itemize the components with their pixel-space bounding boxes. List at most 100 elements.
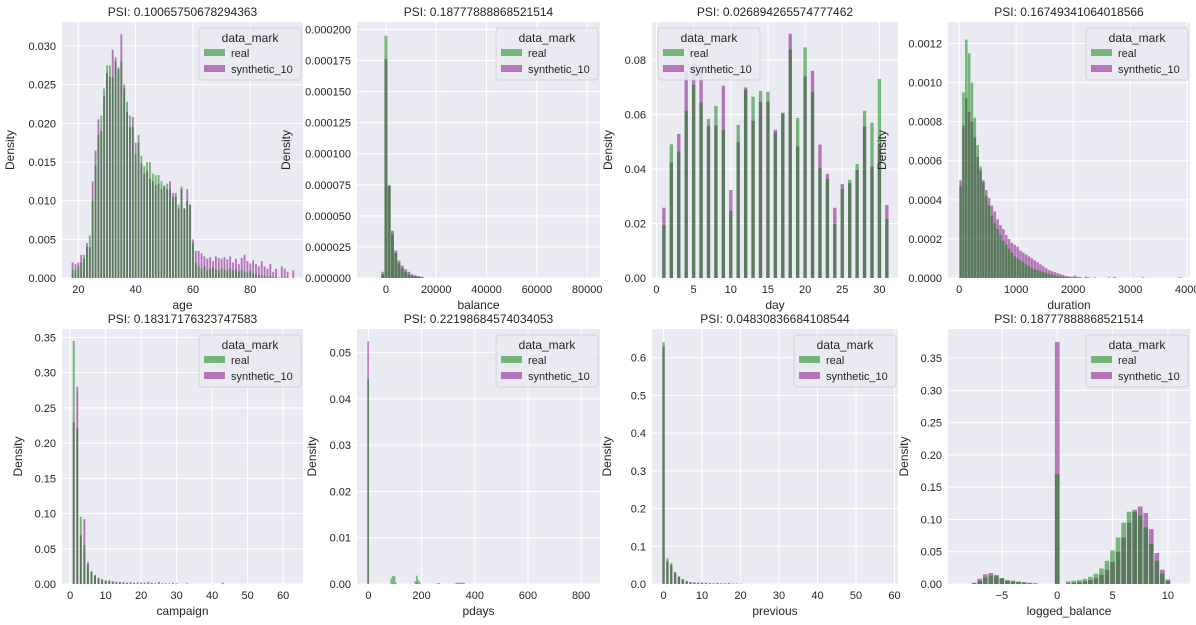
bar-real (115, 582, 118, 584)
y-tick-label: 0.6 (631, 353, 646, 365)
bar-real (1002, 240, 1005, 278)
bar-real (982, 182, 985, 278)
x-tick-label: 15 (762, 284, 774, 296)
bar-real (131, 127, 134, 278)
legend-swatch-real (501, 49, 522, 56)
bar-synthetic (168, 583, 171, 584)
bar-real (410, 275, 414, 278)
bar-real (662, 342, 665, 584)
y-tick-label: 0.025 (28, 80, 56, 92)
bar-real (700, 583, 704, 584)
legend-title: data_mark (519, 31, 577, 45)
y-axis-label: Density (600, 436, 614, 476)
bar-real (1064, 277, 1068, 278)
bar-real (1065, 581, 1071, 584)
y-tick-label: 0.00 (35, 579, 56, 591)
bar-synthetic (161, 583, 164, 584)
y-axis-label: Density (305, 436, 319, 476)
bar-synthetic (708, 582, 711, 584)
bar-real (1082, 578, 1088, 584)
x-tick-label: 2000 (1061, 284, 1085, 296)
y-tick-label: 0.10 (921, 514, 942, 526)
bar-real (999, 235, 1002, 278)
bar-real (91, 200, 94, 278)
bar-real (79, 516, 82, 584)
y-tick-label: 0.10 (35, 509, 56, 521)
bar-real (1088, 576, 1093, 584)
legend-title: data_mark (681, 31, 739, 45)
bar-real (862, 110, 867, 278)
x-axis-label: age (172, 298, 192, 312)
x-tick-label: 50 (242, 590, 254, 602)
x-tick-label: 10 (100, 590, 112, 602)
bar-real (1115, 537, 1121, 584)
legend-swatch-synthetic (204, 65, 225, 72)
x-tick-label: 0 (365, 590, 371, 602)
y-tick-label: 0.05 (330, 348, 351, 360)
bar-real (990, 215, 994, 278)
bar-synthetic (206, 258, 209, 278)
chart-title: PSI: 0.04830836684108544 (700, 312, 850, 326)
x-tick-label: 400 (466, 590, 484, 602)
bar-real (118, 582, 121, 584)
y-axis-label: Density (279, 130, 293, 170)
x-tick-label: 1000 (1004, 284, 1028, 296)
bar-real (416, 575, 418, 584)
bar-real (1033, 269, 1036, 278)
x-tick-label: 5 (691, 284, 697, 296)
x-tick-label: 200 (412, 590, 430, 602)
bar-real (1010, 580, 1016, 584)
bar-synthetic (1076, 276, 1079, 278)
bar-real (200, 268, 203, 278)
bar-real (1059, 276, 1062, 278)
bar-real (407, 274, 411, 278)
bar-real (149, 161, 151, 278)
bar-real (283, 277, 286, 278)
bar-real (397, 263, 401, 278)
bar-real (669, 144, 673, 278)
bar-real (751, 96, 755, 278)
legend-label: synthetic_10 (528, 64, 590, 76)
bar-real (1022, 262, 1025, 278)
y-tick-label: 0.00 (921, 579, 942, 591)
x-tick-label: 0 (956, 284, 962, 296)
bar-real (1013, 256, 1017, 278)
bar-real (83, 254, 85, 278)
bar-real (967, 53, 971, 278)
x-axis-label: day (765, 298, 784, 312)
legend-swatch-synthetic (1091, 372, 1112, 379)
bar-real (260, 275, 263, 278)
bar-real (269, 276, 272, 278)
legend-swatch-real (204, 356, 225, 363)
bar-real (1165, 580, 1171, 584)
y-tick-label: 0.000050 (305, 211, 351, 223)
bar-real (993, 223, 997, 278)
y-tick-label: 0.05 (35, 544, 56, 556)
bar-real (88, 235, 91, 278)
y-tick-label: 0.05 (921, 547, 942, 559)
chart-panel-previous: 0.0 0.1 0.2 0.3 0.4 0.5 0.6 0 10 20 30 40 50 60 PSI: 0… (600, 312, 901, 618)
bar-real (151, 173, 154, 278)
bar-real (390, 578, 393, 584)
bar-real (460, 583, 462, 584)
bar-synthetic (200, 253, 203, 278)
x-axis-label: duration (1047, 298, 1090, 312)
chart-panel-campaign: 0.00 0.05 0.10 0.15 0.20 0.25 0.30 0.35 0 10 20 30 4… (11, 312, 303, 618)
bar-real (126, 101, 128, 279)
bar-real (848, 179, 852, 278)
bar-real (169, 189, 171, 278)
bar-real (97, 577, 100, 584)
bar-real (381, 271, 385, 278)
bar-real (855, 163, 859, 278)
bar-real (275, 277, 277, 278)
bar-real (1121, 522, 1126, 584)
bar-real (1032, 583, 1038, 584)
y-tick-label: 0.000200 (305, 24, 351, 36)
chart-panel-balance: 0.000000 0.000025 0.000050 0.000075 0.000100… (279, 5, 602, 312)
bar-real (677, 576, 681, 584)
bar-real (677, 151, 681, 278)
y-axis-label: Density (11, 436, 25, 476)
bar-real (994, 576, 999, 584)
